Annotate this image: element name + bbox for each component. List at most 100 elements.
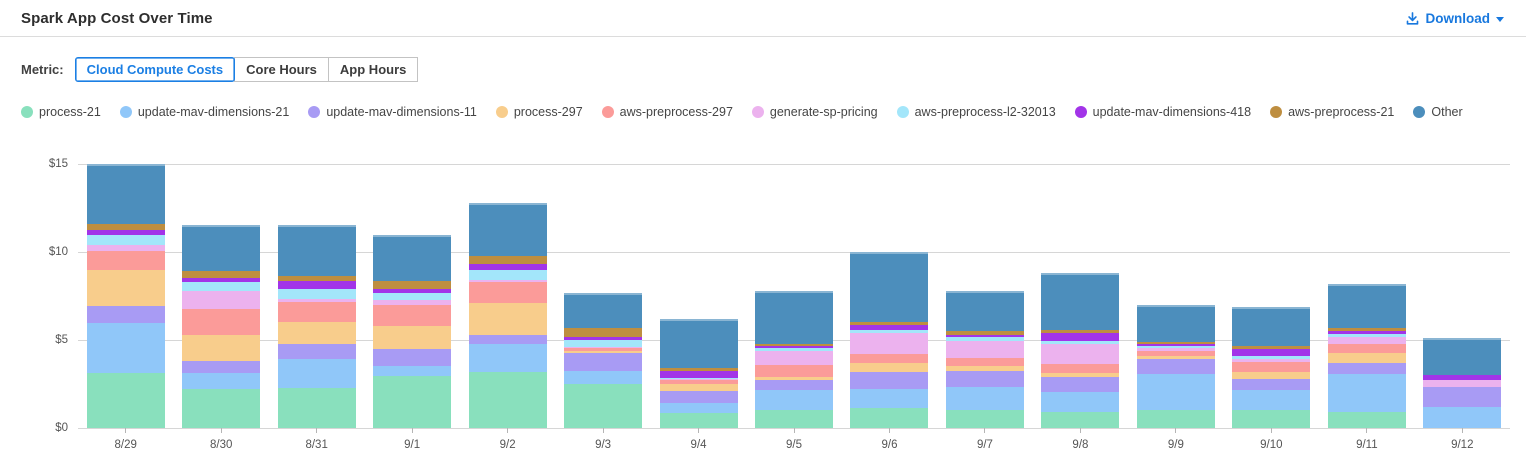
bar-segment-Other[interactable] — [277, 224, 356, 276]
bar-segment-generate-sp-pricing[interactable] — [659, 378, 738, 380]
bar-segment-aws-preprocess-l2-32013[interactable] — [373, 292, 452, 300]
bar-segment-process-21[interactable] — [564, 384, 643, 428]
bar-segment-process-21[interactable] — [659, 413, 738, 428]
bar-segment-generate-sp-pricing[interactable] — [945, 340, 1024, 358]
bar-segment-generate-sp-pricing[interactable] — [755, 350, 834, 365]
bar-segment-update-mav-dimensions-418[interactable] — [182, 277, 261, 282]
bar-segment-aws-preprocess-297[interactable] — [1232, 362, 1311, 372]
bar-segment-update-mav-dimensions-21[interactable] — [468, 344, 547, 372]
metric-button-app-hours[interactable]: App Hours — [327, 57, 419, 82]
bar-segment-update-mav-dimensions-418[interactable] — [1327, 331, 1406, 334]
bar-segment-aws-preprocess-21[interactable] — [1232, 346, 1311, 349]
bar-segment-aws-preprocess-21[interactable] — [468, 255, 547, 265]
bar-segment-process-297[interactable] — [850, 362, 929, 372]
stacked-bar-8/31[interactable] — [277, 224, 356, 428]
bar-segment-aws-preprocess-297[interactable] — [659, 379, 738, 385]
bar-segment-process-297[interactable] — [659, 384, 738, 392]
bar-segment-update-mav-dimensions-11[interactable] — [182, 361, 261, 374]
bar-segment-update-mav-dimensions-21[interactable] — [182, 373, 261, 390]
bar-segment-aws-preprocess-l2-32013[interactable] — [850, 330, 929, 333]
bar-segment-Other[interactable] — [659, 318, 738, 369]
bar-segment-generate-sp-pricing[interactable] — [1232, 359, 1311, 363]
bar-segment-aws-preprocess-21[interactable] — [564, 327, 643, 338]
bar-segment-Other[interactable] — [182, 224, 261, 271]
bar-segment-generate-sp-pricing[interactable] — [1423, 379, 1502, 387]
bar-segment-update-mav-dimensions-418[interactable] — [373, 289, 452, 293]
stacked-bar-9/3[interactable] — [564, 292, 643, 428]
bar-segment-process-21[interactable] — [1136, 409, 1215, 428]
stacked-bar-9/6[interactable] — [850, 252, 929, 428]
download-button[interactable]: Download — [1405, 11, 1504, 26]
bar-segment-generate-sp-pricing[interactable] — [1327, 337, 1406, 344]
bar-segment-Other[interactable] — [1232, 306, 1311, 347]
legend-item-update-mav-dimensions-21[interactable]: update-mav-dimensions-21 — [119, 105, 289, 119]
bar-segment-update-mav-dimensions-11[interactable] — [468, 334, 547, 345]
bar-segment-process-21[interactable] — [86, 373, 165, 428]
bar-segment-process-297[interactable] — [1327, 353, 1406, 363]
bar-segment-Other[interactable] — [755, 290, 834, 344]
bar-segment-update-mav-dimensions-11[interactable] — [277, 344, 356, 359]
bar-segment-aws-preprocess-297[interactable] — [277, 302, 356, 323]
bar-segment-aws-preprocess-21[interactable] — [659, 368, 738, 371]
bar-segment-aws-preprocess-21[interactable] — [850, 321, 929, 326]
bar-segment-Other[interactable] — [468, 202, 547, 256]
bar-segment-Other[interactable] — [1041, 273, 1120, 331]
bar-segment-update-mav-dimensions-11[interactable] — [659, 391, 738, 404]
bar-segment-process-21[interactable] — [1327, 412, 1406, 428]
bar-segment-aws-preprocess-297[interactable] — [1136, 350, 1215, 356]
bar-segment-process-21[interactable] — [1041, 412, 1120, 428]
stacked-bar-8/30[interactable] — [182, 224, 261, 428]
bar-segment-aws-preprocess-297[interactable] — [373, 304, 452, 326]
stacked-bar-9/2[interactable] — [468, 202, 547, 428]
bar-segment-aws-preprocess-21[interactable] — [86, 223, 165, 231]
bar-segment-update-mav-dimensions-21[interactable] — [86, 323, 165, 374]
bar-segment-update-mav-dimensions-11[interactable] — [1041, 376, 1120, 392]
bar-segment-aws-preprocess-l2-32013[interactable] — [1136, 346, 1215, 348]
bar-segment-aws-preprocess-21[interactable] — [945, 331, 1024, 335]
bar-segment-process-297[interactable] — [277, 322, 356, 345]
bar-segment-update-mav-dimensions-418[interactable] — [659, 370, 738, 378]
legend-item-generate-sp-pricing[interactable]: generate-sp-pricing — [751, 105, 878, 119]
metric-button-core-hours[interactable]: Core Hours — [234, 57, 329, 82]
bar-segment-aws-preprocess-l2-32013[interactable] — [1041, 340, 1120, 344]
bar-segment-aws-preprocess-l2-32013[interactable] — [468, 269, 547, 281]
bar-segment-aws-preprocess-21[interactable] — [373, 281, 452, 290]
stacked-bar-9/10[interactable] — [1232, 306, 1311, 428]
bar-segment-Other[interactable] — [86, 164, 165, 224]
bar-segment-update-mav-dimensions-418[interactable] — [564, 337, 643, 341]
bar-segment-Other[interactable] — [850, 252, 929, 322]
bar-segment-update-mav-dimensions-21[interactable] — [755, 390, 834, 411]
bar-segment-process-21[interactable] — [468, 371, 547, 428]
bar-segment-update-mav-dimensions-11[interactable] — [1327, 362, 1406, 375]
legend-item-aws-preprocess-l2-32013[interactable]: aws-preprocess-l2-32013 — [896, 105, 1056, 119]
stacked-bar-9/7[interactable] — [945, 290, 1024, 428]
bar-segment-update-mav-dimensions-418[interactable] — [1136, 344, 1215, 347]
bar-segment-aws-preprocess-l2-32013[interactable] — [277, 289, 356, 299]
stacked-bar-9/1[interactable] — [373, 234, 452, 428]
bar-segment-Other[interactable] — [1136, 304, 1215, 342]
stacked-bar-9/8[interactable] — [1041, 273, 1120, 428]
bar-segment-aws-preprocess-21[interactable] — [277, 275, 356, 282]
bar-segment-Other[interactable] — [945, 290, 1024, 332]
legend-item-process-297[interactable]: process-297 — [495, 105, 583, 119]
bar-segment-aws-preprocess-l2-32013[interactable] — [659, 377, 738, 379]
legend-item-update-mav-dimensions-418[interactable]: update-mav-dimensions-418 — [1074, 105, 1251, 119]
bar-segment-update-mav-dimensions-11[interactable] — [945, 370, 1024, 387]
metric-button-cloud-compute-costs[interactable]: Cloud Compute Costs — [74, 57, 236, 82]
bar-segment-aws-preprocess-l2-32013[interactable] — [1327, 333, 1406, 338]
bar-segment-aws-preprocess-297[interactable] — [468, 281, 547, 304]
bar-segment-aws-preprocess-297[interactable] — [1041, 363, 1120, 373]
bar-segment-generate-sp-pricing[interactable] — [564, 347, 643, 348]
bar-segment-aws-preprocess-21[interactable] — [182, 270, 261, 278]
bar-segment-aws-preprocess-297[interactable] — [86, 251, 165, 270]
bar-segment-update-mav-dimensions-418[interactable] — [1423, 375, 1502, 380]
bar-segment-generate-sp-pricing[interactable] — [182, 290, 261, 310]
bar-segment-update-mav-dimensions-11[interactable] — [1232, 378, 1311, 391]
bar-segment-aws-preprocess-l2-32013[interactable] — [564, 340, 643, 348]
bar-segment-aws-preprocess-21[interactable] — [755, 343, 834, 347]
bar-segment-update-mav-dimensions-21[interactable] — [850, 389, 929, 408]
bar-segment-process-297[interactable] — [564, 350, 643, 354]
bar-segment-aws-preprocess-l2-32013[interactable] — [755, 347, 834, 351]
bar-segment-Other[interactable] — [1327, 283, 1406, 328]
legend-item-aws-preprocess-21[interactable]: aws-preprocess-21 — [1270, 105, 1394, 119]
